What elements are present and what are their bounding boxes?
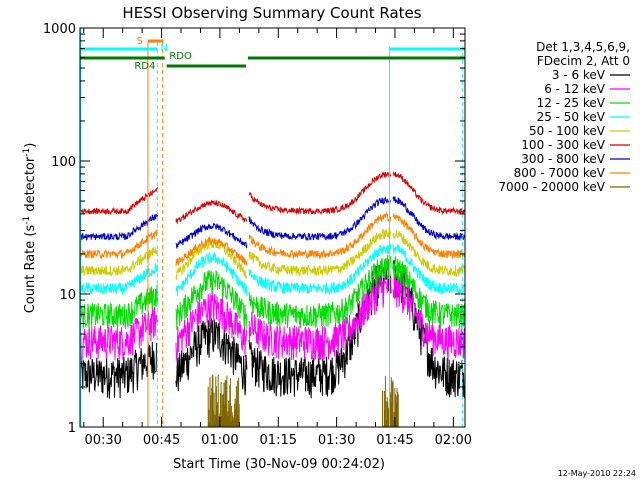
legend-label-0: 3 - 6 keV — [552, 68, 606, 82]
y-tick-label-3: 1000 — [43, 22, 76, 37]
legend-label-3: 25 - 50 keV — [537, 110, 606, 124]
series-4-segment-3 — [392, 230, 466, 278]
flag-label-3: RDO — [169, 51, 192, 62]
series-1 — [79, 272, 466, 363]
y-axis-label-sup2: -1 — [22, 148, 32, 157]
series-2 — [79, 254, 466, 331]
series-3 — [79, 243, 466, 297]
series-7-segment-3 — [392, 213, 466, 259]
series-0-segment-3 — [392, 260, 466, 399]
flag-label-2: RD4 — [134, 61, 155, 72]
series-2-segment-0 — [79, 284, 158, 329]
series-6-segment-0 — [79, 213, 158, 241]
series-6-segment-2 — [248, 196, 392, 242]
plot-frame — [79, 27, 466, 428]
series-3-segment-0 — [79, 263, 158, 295]
series-6 — [79, 196, 466, 249]
series-5-segment-1 — [175, 199, 248, 225]
y-axis-label-sup1: -1 — [22, 216, 32, 225]
series-2-segment-2 — [248, 254, 392, 329]
axis-layer: 1 10 100 1000 00:30 00:45 01:00 01:15 01:30 01:45… — [43, 22, 472, 448]
legend-title-line2: FDecim 2, Att 0 — [537, 54, 630, 68]
series-4-segment-0 — [79, 247, 158, 277]
y-tick-label-1: 10 — [59, 288, 76, 303]
y-axis-label-mid: detector — [23, 156, 38, 216]
legend-label-2: 12 - 25 keV — [537, 96, 606, 110]
series-6-segment-1 — [175, 222, 248, 249]
flag-layer: S N RD4 RDO — [80, 28, 465, 427]
legend-label-7: 800 - 7000 keV — [514, 166, 606, 180]
series-1-segment-2 — [248, 274, 392, 361]
y-tick-label-2: 100 — [51, 155, 76, 170]
series-3-segment-1 — [175, 252, 248, 297]
x-tick-label-3: 01:15 — [260, 433, 297, 448]
y-axis-label: Count Rate (s-1 detector-1) — [22, 143, 38, 314]
legend: Det 1,3,4,5,6,9, FDecim 2, Att 0 3 - 6 k… — [498, 40, 630, 194]
y-axis-label-end: ) — [23, 143, 38, 148]
series-5-segment-2 — [248, 171, 392, 215]
series-0-segment-0 — [79, 341, 158, 399]
legend-label-1: 6 - 12 keV — [544, 82, 606, 96]
series-5-segment-3 — [392, 170, 466, 216]
legend-label-6: 300 - 800 keV — [521, 152, 605, 166]
x-axis-label: Start Time (30-Nov-09 00:24:02) — [173, 457, 385, 472]
series-7-segment-2 — [248, 211, 392, 260]
series-5-segment-0 — [79, 187, 158, 216]
x-tick-label-2: 01:00 — [201, 433, 238, 448]
flag-label-0: S — [137, 36, 143, 47]
y-tick-label-0: 1 — [68, 421, 76, 436]
series-1-segment-0 — [79, 306, 158, 363]
series-2-segment-3 — [392, 256, 466, 329]
series-7-segment-1 — [175, 235, 248, 267]
series-0 — [79, 259, 466, 399]
series-7-segment-0 — [79, 228, 158, 260]
x-tick-label-1: 00:45 — [143, 433, 180, 448]
legend-label-8: 7000 - 20000 keV — [498, 180, 605, 194]
footer-timestamp: 12-May-2010 22:24 — [558, 469, 636, 478]
series-1-segment-1 — [175, 293, 248, 361]
x-tick-label-5: 01:45 — [376, 433, 413, 448]
series-8-burst-0 — [207, 374, 240, 427]
series-5 — [79, 170, 466, 225]
x-tick-label-6: 02:00 — [435, 433, 472, 448]
x-tick-label-0: 00:30 — [84, 433, 121, 448]
series-3-segment-3 — [392, 243, 466, 295]
legend-label-5: 100 - 300 keV — [521, 138, 605, 152]
series-4-segment-2 — [248, 227, 392, 277]
chart-title: HESSI Observing Summary Count Rates — [122, 4, 421, 22]
series-layer — [79, 170, 466, 427]
series-2-segment-1 — [175, 269, 248, 331]
y-axis-label-main: Count Rate (s — [23, 225, 38, 314]
legend-title-line1: Det 1,3,4,5,6,9, — [536, 40, 630, 54]
series-1-segment-3 — [392, 272, 466, 361]
flag-label-1: N — [160, 43, 167, 54]
series-6-segment-3 — [392, 196, 466, 241]
x-tick-label-4: 01:30 — [318, 433, 355, 448]
legend-label-4: 50 - 100 keV — [529, 124, 606, 138]
series-3-segment-2 — [248, 244, 392, 295]
series-7 — [79, 211, 466, 267]
